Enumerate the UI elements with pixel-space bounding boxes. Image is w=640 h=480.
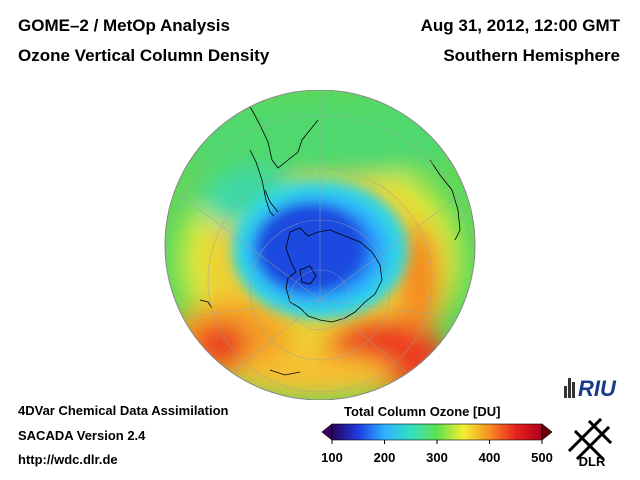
date-label: Aug 31, 2012, 12:00 GMT [420, 16, 620, 35]
continent-outlines [199, 91, 461, 376]
dlr-logo-text: DLR [579, 454, 606, 469]
riu-logo: RIU [564, 376, 617, 401]
colorbar-tick-label: 300 [426, 450, 448, 465]
colorbar-tick-label: 400 [479, 450, 501, 465]
title-line1: GOME–2 / MetOp Analysis [18, 16, 230, 35]
colorbar-tick-label: 500 [531, 450, 553, 465]
hemisphere-label: Southern Hemisphere [443, 46, 620, 65]
colorbar-right-arrow [541, 423, 553, 441]
footer-url: http://wdc.dlr.de [18, 452, 118, 467]
riu-logo-text: RIU [578, 376, 617, 401]
colorbar-tick-label: 200 [374, 450, 396, 465]
colorbar-left-arrow [321, 423, 333, 441]
ozone-globe-map [164, 90, 476, 400]
colorbar: 100 200 300 400 500 [321, 423, 553, 465]
footer-line2: SACADA Version 2.4 [18, 428, 146, 443]
colorbar-title: Total Column Ozone [DU] [344, 404, 501, 419]
colorbar-tick-label: 100 [321, 450, 343, 465]
title-line2: Ozone Vertical Column Density [18, 46, 270, 65]
dlr-logo: DLR [567, 417, 613, 469]
graticule [165, 90, 475, 400]
footer-line1: 4DVar Chemical Data Assimilation [18, 403, 229, 418]
colorbar-bar [331, 423, 543, 441]
